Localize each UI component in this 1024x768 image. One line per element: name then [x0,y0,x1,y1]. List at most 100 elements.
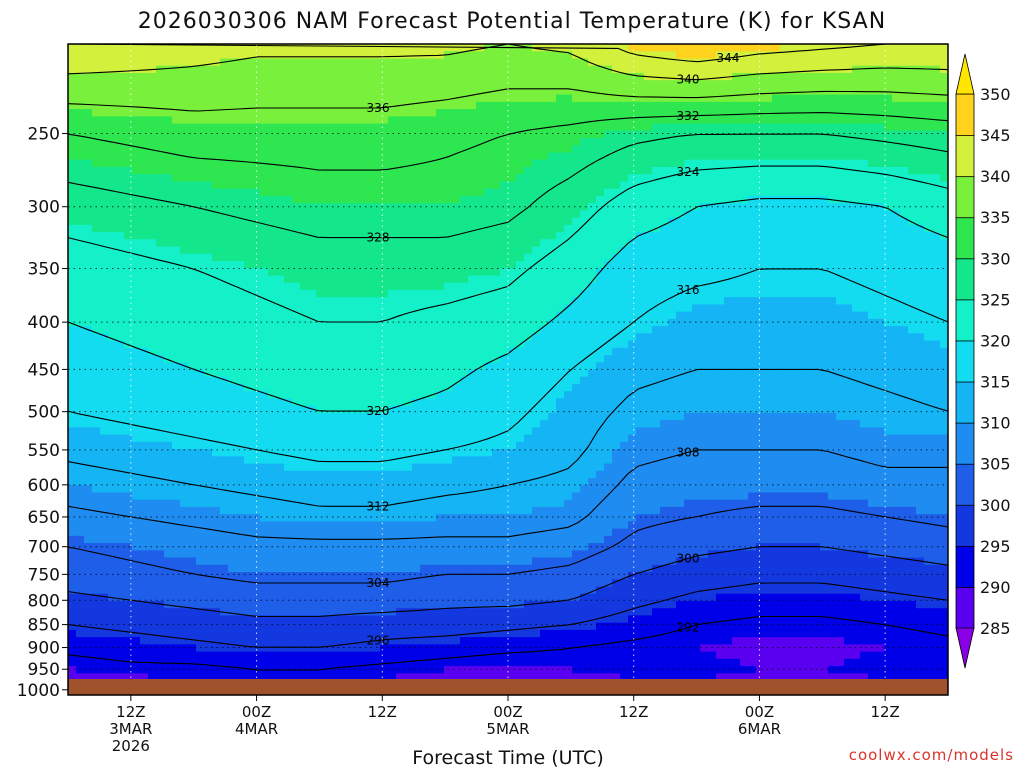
field-cell [140,51,149,60]
field-cell [844,239,853,248]
field-cell [420,246,429,255]
field-cell [604,347,613,356]
field-cell [620,311,629,320]
field-cell [260,123,269,132]
field-cell [820,246,829,255]
field-cell [284,268,293,277]
field-cell [516,347,525,356]
field-cell [900,318,909,327]
field-cell [380,188,389,197]
field-cell [292,65,301,74]
field-cell [324,232,333,240]
field-cell [532,181,541,190]
field-cell [756,347,765,356]
field-cell [796,58,805,67]
field-cell [188,224,197,233]
field-cell [828,326,837,334]
field-cell [172,72,181,81]
field-cell [100,304,109,313]
field-cell [444,58,453,67]
field-cell [420,347,429,356]
field-cell [652,340,661,349]
field-cell [516,51,525,60]
field-cell [508,268,517,277]
field-cell [260,51,269,60]
field-cell [844,145,853,154]
field-cell [876,326,885,334]
field-cell [76,253,85,262]
field-cell [660,275,669,284]
field-cell [236,51,245,60]
field-cell [420,195,429,204]
field-cell [676,145,685,154]
field-cell [884,318,893,327]
field-cell [860,181,869,190]
field-cell [916,239,925,248]
field-cell [364,297,373,305]
field-cell [252,94,261,103]
field-cell [628,116,637,125]
field-cell [740,145,749,154]
field-cell [852,224,861,233]
field-cell [388,174,397,183]
field-cell [860,246,869,255]
field-cell [596,152,605,161]
field-cell [476,58,485,67]
field-cell [724,44,733,52]
field-cell [132,72,141,81]
field-cell [588,340,597,349]
field-cell [884,51,893,60]
field-cell [188,51,197,60]
field-cell [484,51,493,60]
field-cell [148,282,157,291]
field-cell [812,188,821,197]
field-cell [260,203,269,211]
field-cell [212,333,221,342]
field-cell [580,188,589,197]
field-cell [596,246,605,255]
field-cell [780,210,789,219]
field-cell [780,253,789,262]
field-cell [668,101,677,110]
field-cell [620,253,629,262]
field-cell [876,232,885,240]
field-cell [476,101,485,110]
field-cell [748,347,757,356]
field-cell [308,101,317,110]
field-cell [404,282,413,291]
field-cell [412,217,421,226]
field-cell [164,304,173,313]
field-cell [844,159,853,168]
field-cell [716,304,725,313]
field-cell [588,311,597,320]
field-cell [844,261,853,269]
field-cell [412,268,421,277]
field-cell [404,181,413,190]
field-cell [540,65,549,74]
field-cell [428,138,437,146]
field-cell [468,304,477,313]
field-cell [188,289,197,298]
field-cell [700,232,709,240]
field-cell [572,188,581,197]
field-cell [572,289,581,298]
field-cell [156,58,165,67]
field-cell [580,333,589,342]
field-cell [796,261,805,269]
field-cell [148,239,157,248]
field-cell [764,246,773,255]
field-cell [212,123,221,132]
field-cell [340,224,349,233]
field-cell [548,253,557,262]
field-cell [236,232,245,240]
field-cell [644,166,653,175]
field-cell [804,159,813,168]
field-cell [452,268,461,277]
field-cell [124,87,133,96]
field-cell [436,87,445,96]
field-cell [68,347,77,356]
field-cell [332,166,341,175]
field-cell [748,275,757,284]
field-cell [900,138,909,146]
field-cell [764,232,773,240]
